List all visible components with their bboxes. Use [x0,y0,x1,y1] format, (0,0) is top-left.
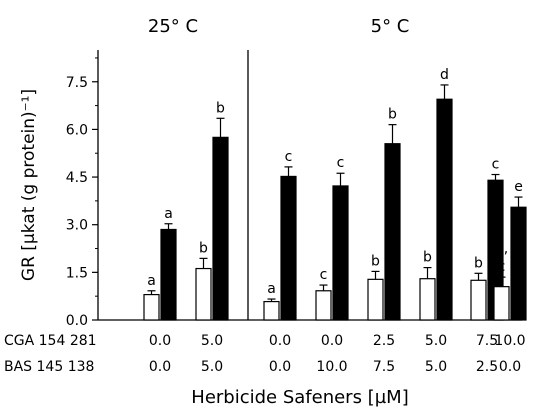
x-value-bas: 0.0 [269,359,291,375]
panel-title-25c: 25° C [148,16,198,37]
axes [92,50,522,321]
y-tick-label: 4.5 [66,170,88,186]
y-axis-label: GR [µkat (g protein)⁻¹] [19,89,39,281]
y-tick-label: 1.5 [66,265,88,281]
bar-white [263,300,280,321]
x-value-cga: 0.0 [321,333,343,349]
y-tick-label: 7.5 [66,75,88,91]
y-tick-label: 0.0 [66,313,88,329]
significance-label-white: c [320,267,328,283]
x-value-bas: 0.0 [499,359,521,375]
y-tick-label: 3.0 [66,218,88,234]
bar-black [160,228,177,321]
significance-label-white: c [498,259,506,275]
x-value-cga: 5.0 [425,333,447,349]
significance-label-white: b [474,255,483,271]
row-label-bas: BAS 145 138 [4,359,94,375]
bar-white [419,278,436,321]
significance-label-black: b [388,107,397,123]
significance-label-white: a [147,273,156,289]
x-value-cga: 5.0 [201,333,223,349]
bar-black [510,206,527,321]
significance-label-black: c [337,155,345,171]
significance-label-white: a [267,281,276,297]
significance-label-white: b [423,250,432,266]
bar-black [384,143,401,321]
significance-label-black: e [514,179,523,195]
bar-black [212,136,229,321]
bar-black [332,185,349,321]
bar-black [436,98,453,321]
significance-label-white: b, [495,241,508,257]
row-label-cga: CGA 154 281 [4,333,97,349]
bar-white [195,267,212,321]
bar-white [493,286,510,321]
significance-label-black: a [164,206,173,222]
x-value-bas: 2.5 [476,359,498,375]
x-value-bas: 0.0 [149,359,171,375]
bar-white [367,278,384,321]
significance-label-black: c [492,157,500,173]
x-value-bas: 5.0 [201,359,223,375]
x-axis-label: Herbicide Safeners [µM] [191,387,408,408]
bar-white [470,279,487,321]
x-value-bas: 5.0 [425,359,447,375]
bars [143,84,527,321]
bar-black [280,175,297,321]
significance-label-black: c [285,149,293,165]
significance-label-black: b [216,100,225,116]
panel-title-5c: 5° C [371,16,410,37]
labels: 0.0 1.5 3.0 4.5 6.0 7.5 GR [µkat (g protein)⁻¹… [4,16,526,408]
significance-label-white: b [371,253,380,269]
x-value-cga: 7.5 [476,333,498,349]
x-value-cga: 0.0 [149,333,171,349]
x-value-bas: 10.0 [316,359,347,375]
y-tick-label: 6.0 [66,122,88,138]
x-value-bas: 7.5 [373,359,395,375]
significance-label-white: b [199,240,208,256]
significance-label-black: d [440,67,449,83]
bar-white [143,293,160,321]
x-value-cga: 2.5 [373,333,395,349]
bar-white [315,290,332,321]
x-value-cga: 10.0 [494,333,525,349]
x-value-cga: 0.0 [269,333,291,349]
